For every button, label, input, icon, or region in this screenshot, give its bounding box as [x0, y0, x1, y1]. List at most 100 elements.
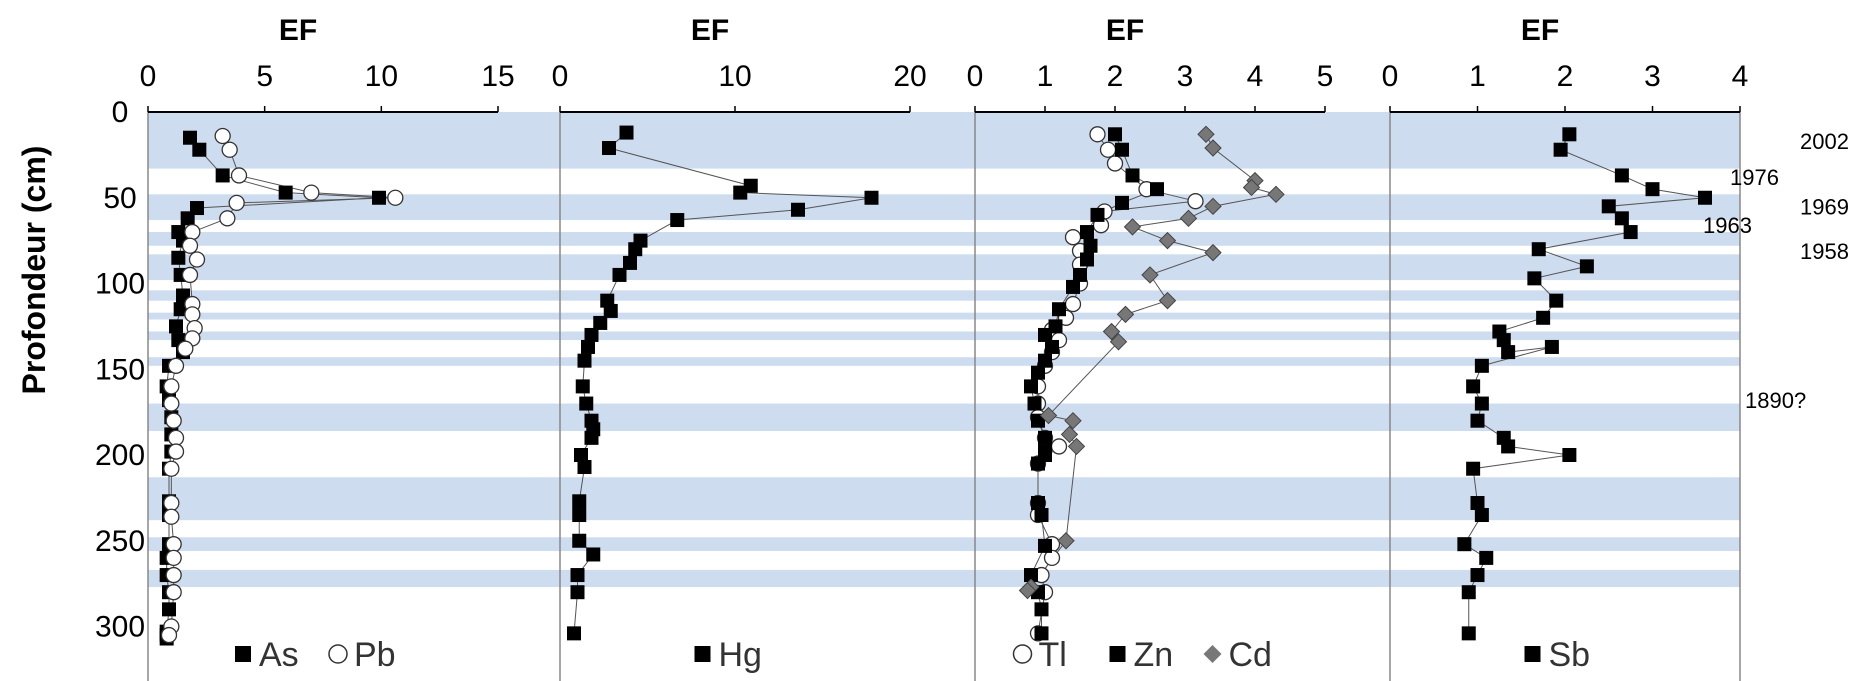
data-point-hg	[612, 267, 627, 282]
data-point-zn	[1150, 182, 1164, 197]
data-point-cd	[1116, 305, 1135, 324]
data-point-sb	[1474, 508, 1489, 523]
data-point-pb	[160, 626, 178, 644]
data-point-as	[190, 201, 204, 216]
data-point-sb	[1466, 379, 1481, 394]
data-point-zn	[1073, 267, 1087, 282]
data-point-sb	[1479, 550, 1494, 565]
data-point-sb	[1562, 448, 1577, 462]
data-point-sb	[1553, 142, 1568, 157]
data-point-as	[278, 185, 293, 200]
data-point-tl	[1099, 141, 1117, 158]
data-point-zn	[1024, 379, 1038, 394]
legend-label-sb: Sb	[1549, 636, 1591, 674]
x-tick-label: 0	[552, 60, 569, 93]
data-point-hg	[791, 202, 805, 217]
data-point-hg	[572, 494, 587, 509]
data-point-zn	[1031, 456, 1045, 471]
data-point-zn	[1038, 353, 1052, 368]
data-point-sb	[1466, 461, 1481, 476]
data-point-tl	[1064, 229, 1082, 246]
data-point-hg	[586, 547, 601, 562]
data-point-cd	[1109, 333, 1128, 351]
data-point-sb	[1579, 259, 1594, 274]
x-tick-label: 10	[365, 60, 398, 93]
y-tick-label: 300	[95, 611, 145, 644]
date-annotation: 1958	[1800, 239, 1849, 264]
y-tick-label: 50	[103, 182, 136, 215]
legend-label-zn: Zn	[1134, 636, 1174, 674]
date-annotation: 1963	[1703, 213, 1752, 238]
data-point-zn	[1027, 396, 1042, 411]
date-annotation: 1890?	[1745, 388, 1806, 413]
data-point-pb	[181, 237, 199, 254]
data-point-pb	[228, 194, 245, 212]
data-point-sb	[1461, 626, 1476, 641]
data-point-hg	[603, 303, 618, 318]
data-point-zn	[1115, 142, 1129, 157]
legend-label-tl: Tl	[1039, 636, 1067, 674]
data-point-hg	[579, 396, 594, 411]
data-point-cd	[1204, 139, 1222, 157]
x-axis-title: EF	[1106, 14, 1144, 47]
data-point-sb	[1474, 396, 1489, 411]
legend-marker-sb	[1524, 646, 1541, 662]
x-tick-label: 0	[967, 60, 984, 93]
y-axis-label: Profondeur (cm)	[16, 146, 52, 395]
x-axis-title: EF	[691, 14, 729, 47]
data-point-tl	[1187, 193, 1204, 210]
legend-marker-as	[235, 646, 251, 662]
data-point-pb	[163, 494, 180, 512]
x-tick-label: 3	[1177, 60, 1194, 93]
data-point-cd	[1267, 185, 1285, 204]
data-point-hg	[619, 125, 634, 140]
data-point-zn	[1080, 252, 1094, 267]
data-point-cd	[1141, 266, 1159, 284]
data-point-zn	[1031, 365, 1045, 380]
x-tick-label: 2	[1557, 60, 1574, 93]
data-point-hg	[570, 585, 585, 600]
x-tick-label: 1	[1469, 60, 1486, 93]
legend-marker-tl	[1012, 644, 1033, 664]
data-point-pb	[167, 443, 185, 460]
data-point-tl	[1064, 295, 1082, 313]
data-point-pb	[387, 189, 404, 206]
data-point-zn	[1125, 168, 1140, 183]
date-annotation: 1969	[1800, 194, 1849, 219]
data-point-cd	[1064, 411, 1082, 430]
data-point-zn	[1048, 319, 1063, 334]
data-point-tl	[1089, 126, 1106, 143]
depth-band	[148, 194, 1740, 221]
data-point-sb	[1549, 293, 1564, 308]
data-point-sb	[1470, 496, 1485, 511]
depth-band	[148, 403, 1740, 431]
data-point-zn	[1038, 327, 1052, 342]
x-tick-label: 0	[1382, 60, 1399, 93]
data-point-zn	[1045, 339, 1059, 354]
data-point-zn	[1038, 538, 1052, 553]
x-tick-label: 2	[1107, 60, 1124, 93]
data-point-cd	[1158, 291, 1177, 310]
y-tick-label: 100	[95, 268, 145, 301]
data-point-sb	[1614, 168, 1629, 183]
depth-band	[148, 290, 1740, 301]
data-point-hg	[864, 190, 879, 205]
data-point-sb	[1470, 568, 1485, 583]
data-point-sb	[1501, 345, 1516, 360]
data-point-as	[180, 211, 195, 226]
data-point-hg	[623, 255, 637, 270]
x-tick-label: 5	[1317, 60, 1334, 93]
x-tick-label: 0	[140, 60, 157, 93]
data-point-hg	[593, 315, 608, 330]
legend-marker-zn	[1109, 646, 1126, 662]
data-point-as	[215, 168, 230, 183]
depth-band	[148, 254, 1740, 281]
data-point-sb	[1496, 333, 1511, 348]
data-point-sb	[1601, 199, 1616, 214]
data-point-cd	[1067, 437, 1086, 456]
x-tick-label: 20	[893, 60, 926, 93]
series-line-cd	[1027, 134, 1277, 591]
data-point-sb	[1531, 242, 1546, 257]
data-point-as	[171, 250, 186, 265]
